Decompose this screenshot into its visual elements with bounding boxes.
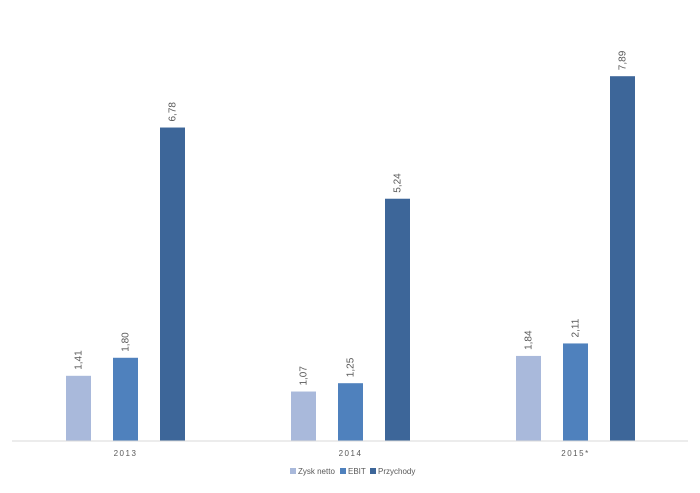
bar-zysk-netto-2013 (66, 375, 91, 441)
legend-label: Przychody (378, 467, 415, 476)
data-label: 1,07 (299, 366, 310, 386)
legend-swatch (370, 468, 376, 474)
legend-label: Zysk netto (298, 467, 335, 476)
data-label: 5,24 (393, 173, 404, 193)
data-label: 6,78 (168, 102, 179, 122)
data-label: 1,84 (524, 330, 535, 350)
data-labels-layer: 1,41 1,80 6,78 1,07 1,25 5,24 1,84 2,11 7,89 (74, 50, 629, 385)
bar-zysk-netto-2014 (291, 391, 316, 441)
legend-label: EBIT (348, 467, 366, 476)
x-axis-tick-labels: 2013 2014 2015* (114, 449, 589, 458)
legend-swatch (340, 468, 346, 474)
data-label: 1,25 (346, 357, 357, 377)
data-label: 1,80 (121, 332, 132, 352)
bar-zysk-netto-2015e (516, 355, 541, 441)
data-label: 1,41 (74, 350, 85, 370)
data-label: 7,89 (618, 50, 629, 70)
x-tick-label: 2013 (114, 449, 138, 458)
bars-layer (66, 76, 635, 442)
bar-przychody-2014 (385, 198, 410, 441)
bar-ebit-2015e (563, 343, 588, 441)
x-tick-label: 2015* (561, 449, 589, 458)
legend: Zysk netto EBIT Przychody (290, 467, 415, 476)
bar-przychody-2013 (160, 127, 185, 441)
legend-swatch (290, 468, 296, 474)
bar-ebit-2014 (338, 383, 363, 441)
bar-ebit-2013 (113, 357, 138, 441)
bar-przychody-2015e (610, 76, 635, 442)
data-label: 2,11 (571, 318, 582, 337)
x-tick-label: 2014 (339, 449, 363, 458)
